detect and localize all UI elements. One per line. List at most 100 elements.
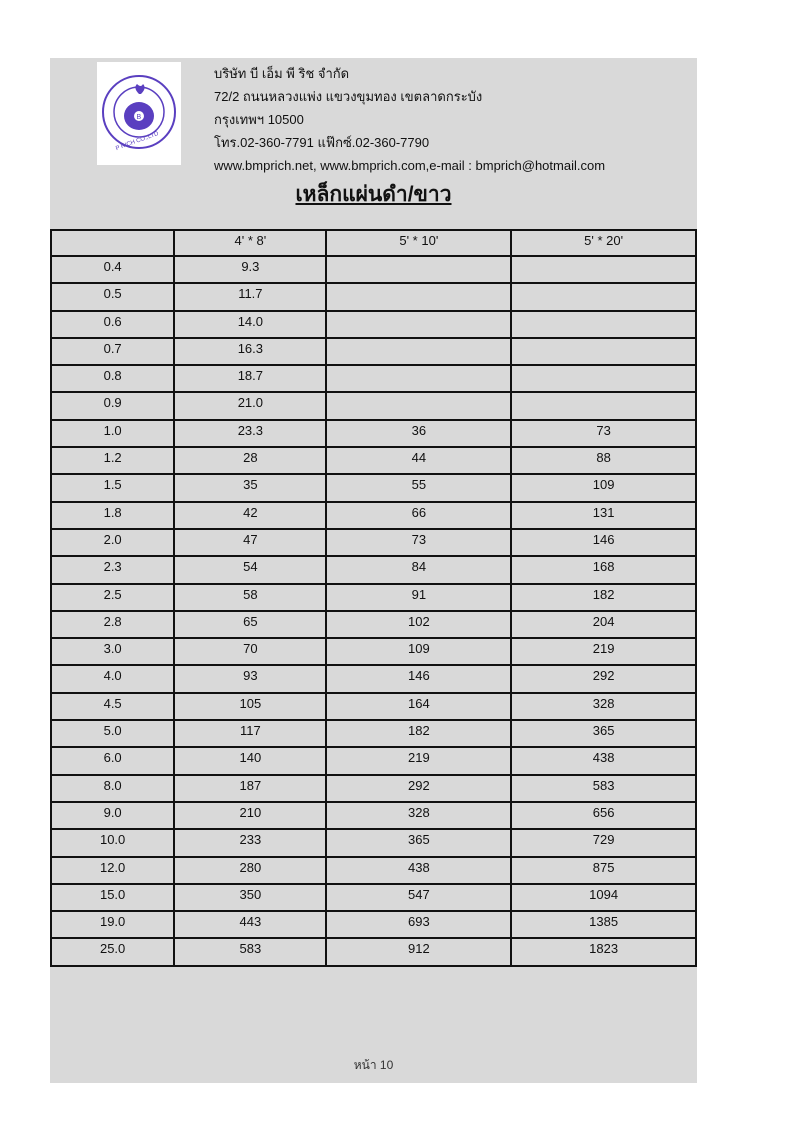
table-cell: 117 <box>173 719 328 749</box>
table-row: 0.9 21.0 <box>49 391 697 421</box>
table-cell <box>325 364 513 394</box>
table-cell: 1.0 <box>49 418 176 449</box>
table-cell: 14.0 <box>173 309 328 339</box>
table-row: 0.8 18.7 <box>49 364 697 394</box>
table-cell <box>325 309 513 339</box>
table-row: 0.6 14.0 <box>49 309 697 339</box>
bmp-rich-seal-icon: B P RICH CO.,LTD <box>102 75 176 152</box>
weight-table: 4' * 8' 5' * 10' 5' * 20' 0.4 9.3 0.5 11.7 0.6… <box>49 229 697 967</box>
document-page: B P RICH CO.,LTD บริษัท บี เอ็ม พี ริช จ… <box>49 58 697 1083</box>
table-row: 8.0 187 292 583 <box>49 773 697 803</box>
table-row: 1.0 23.3 36 73 <box>49 418 697 449</box>
table-cell: 66 <box>325 500 513 530</box>
company-name: บริษัท บี เอ็ม พี ริช จำกัด <box>214 66 350 81</box>
table-cell: 656 <box>510 800 697 831</box>
table-cell: 1823 <box>510 937 697 967</box>
table-cell: 131 <box>510 500 697 530</box>
table-cell: 55 <box>325 473 513 503</box>
address-line-2: กรุงเทพฯ 10500 <box>214 112 304 127</box>
table-cell: 729 <box>510 828 697 858</box>
table-cell: 73 <box>325 527 513 558</box>
svg-text:B: B <box>137 114 142 121</box>
table-row: 5.0 117 182 365 <box>49 719 697 749</box>
table-cell <box>510 282 697 312</box>
table-cell: 219 <box>325 746 513 776</box>
table-cell: 0.8 <box>49 364 176 394</box>
table-cell <box>510 391 697 421</box>
table-cell <box>325 254 513 285</box>
table-cell: 36 <box>325 418 513 449</box>
table-cell: 146 <box>510 527 697 558</box>
column-header: 5' * 20' <box>510 229 697 257</box>
table-cell: 93 <box>173 664 328 694</box>
table-cell: 182 <box>510 582 697 612</box>
table-cell: 280 <box>173 855 328 885</box>
table-cell: 88 <box>510 446 697 476</box>
table-cell: 438 <box>325 855 513 885</box>
table-cell: 2.5 <box>49 582 176 612</box>
table-row: 9.0 210 328 656 <box>49 800 697 831</box>
table-cell: 4.0 <box>49 664 176 694</box>
table-cell: 2.8 <box>49 609 176 640</box>
table-cell: 204 <box>510 609 697 640</box>
table-cell: 91 <box>325 582 513 612</box>
table-cell <box>325 391 513 421</box>
table-cell: 164 <box>325 691 513 722</box>
column-header <box>49 229 176 257</box>
table-cell: 65 <box>173 609 328 640</box>
table-cell <box>510 309 697 339</box>
company-info: บริษัท บี เอ็ม พี ริช จำกัด 72/2 ถนนหลวง… <box>214 62 605 177</box>
table-cell: 583 <box>173 937 328 967</box>
table-cell: 84 <box>325 555 513 585</box>
table-cell: 10.0 <box>49 828 176 858</box>
table-cell: 109 <box>510 473 697 503</box>
company-logo: B P RICH CO.,LTD <box>97 62 181 165</box>
table-cell: 693 <box>325 910 513 940</box>
table-cell <box>325 336 513 367</box>
table-cell: 1.5 <box>49 473 176 503</box>
address-line-1: 72/2 ถนนหลวงแพ่ง แขวงขุมทอง เขตลาดกระบัง <box>214 89 483 104</box>
table-row: 1.2 28 44 88 <box>49 446 697 476</box>
table-cell: 102 <box>325 609 513 640</box>
table-cell: 292 <box>510 664 697 694</box>
table-cell: 233 <box>173 828 328 858</box>
table-row: 25.0 583 912 1823 <box>49 937 697 967</box>
table-cell <box>325 282 513 312</box>
page-number: หน้า 10 <box>353 1058 394 1072</box>
table-cell: 2.3 <box>49 555 176 585</box>
table-cell: 0.5 <box>49 282 176 312</box>
table-cell: 3.0 <box>49 637 176 667</box>
table-row: 10.0 233 365 729 <box>49 828 697 858</box>
table-cell <box>510 254 697 285</box>
table-cell: 365 <box>325 828 513 858</box>
document-title: เหล็กแผ่นดำ/ขาว <box>295 183 452 206</box>
table-cell: 19.0 <box>49 910 176 940</box>
table-cell: 25.0 <box>49 937 176 967</box>
web-email: www.bmprich.net, www.bmprich.com,e-mail … <box>214 158 606 173</box>
table-cell <box>510 364 697 394</box>
table-row: 0.4 9.3 <box>49 254 697 285</box>
table-cell: 583 <box>510 773 697 803</box>
table-cell: 28 <box>173 446 328 476</box>
table-cell: 9.0 <box>49 800 176 831</box>
table-cell: 11.7 <box>173 282 328 312</box>
table-cell: 1385 <box>510 910 697 940</box>
table-cell: 23.3 <box>173 418 328 449</box>
table-row: 2.8 65 102 204 <box>49 609 697 640</box>
table-cell: 58 <box>173 582 328 612</box>
table-cell: 365 <box>510 719 697 749</box>
table-cell: 18.7 <box>173 364 328 394</box>
table-cell: 47 <box>173 527 328 558</box>
table-cell: 146 <box>325 664 513 694</box>
table-cell: 70 <box>173 637 328 667</box>
table-cell: 5.0 <box>49 719 176 749</box>
table-cell: 187 <box>173 773 328 803</box>
table-cell: 15.0 <box>49 882 176 913</box>
table-row: 6.0 140 219 438 <box>49 746 697 776</box>
table-cell: 443 <box>173 910 328 940</box>
table-cell: 4.5 <box>49 691 176 722</box>
table-row: 2.5 58 91 182 <box>49 582 697 612</box>
table-cell: 292 <box>325 773 513 803</box>
table-cell: 6.0 <box>49 746 176 776</box>
table-cell: 140 <box>173 746 328 776</box>
